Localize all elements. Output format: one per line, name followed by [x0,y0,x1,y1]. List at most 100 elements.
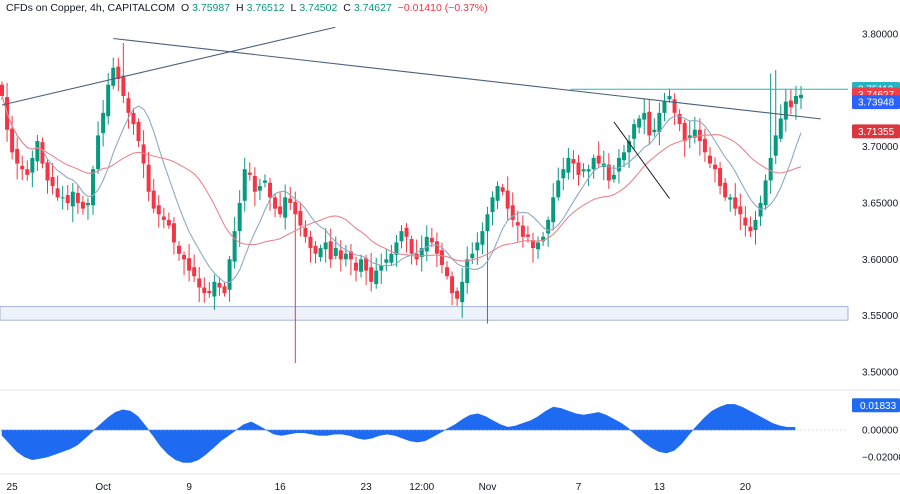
candle-body [434,241,439,254]
candle-body [576,162,581,175]
y-tick-label: 3.55000 [862,311,899,322]
candle-body [439,250,444,265]
candle-body [15,148,20,164]
candle-body [667,95,672,100]
candle-body [242,169,247,201]
candle-body [30,157,35,173]
candle-body [232,231,237,262]
candle-body [278,206,283,215]
candle-body [303,227,308,237]
candle-body [338,250,343,260]
candle-body [480,231,485,245]
candle-body [622,152,627,161]
candle-body [495,186,500,201]
candle-body [571,159,576,164]
candle-body [343,253,348,260]
high-label: H [236,2,244,14]
candle-body [202,287,207,294]
oscillator-area [1,404,796,463]
price-tag [852,124,900,139]
symbol-title: CFDs on Copper, 4h, CAPITALCOM [6,2,176,14]
candle-body [126,98,131,113]
candle-body [146,164,151,192]
candle-body [121,75,126,96]
close-value: 3.74627 [353,2,392,14]
candle-body [40,142,45,164]
candle-body [10,128,15,153]
candle-body [101,112,106,134]
candle-body [475,242,480,251]
candle-body [333,248,338,256]
y-tick-label: 3.60000 [862,255,899,266]
y-tick-label: 3.65000 [862,199,899,210]
y-tick-label: 3.80000 [862,30,899,41]
down-swing-line [613,121,670,199]
candle-body [55,188,60,198]
candle-body [541,236,546,242]
candle-body [20,165,25,170]
candle-body [581,169,586,172]
candle-body [262,180,267,183]
candle-body [65,195,70,203]
candle-body [424,236,429,252]
oscillator-y-tick: −0.02000 [862,453,900,464]
x-tick-label: 25 [7,482,19,493]
ma-fast-line [1,95,802,284]
candle-body [733,197,738,209]
candle-body [283,197,288,218]
candle-body [520,225,525,237]
candle-body [207,290,212,294]
candle-body [0,84,4,96]
candle-body [647,111,652,136]
candle-body [106,84,111,117]
candle-body [702,138,707,153]
candle-body [505,190,510,209]
candle-body [197,278,202,288]
candle-body [773,135,778,156]
candle-body [131,112,136,125]
candle-body [470,253,475,259]
candle-body [313,245,318,254]
candle-body [389,253,394,263]
support-zone [0,306,849,321]
rising-trendline [1,26,336,106]
candle-body [672,99,677,113]
candle-body [445,267,450,277]
candle-body [35,141,40,162]
x-tick-label: 7 [576,482,582,493]
low-value: 3.74502 [299,2,338,14]
candle-body [45,162,50,181]
candle-body [799,94,803,99]
candle-body [586,169,591,172]
candle-body [561,169,566,179]
candle-body [753,219,758,231]
candle-body [217,282,222,288]
candle-body [171,223,176,243]
candle-body [111,67,116,86]
y-tick-label: 3.50000 [862,368,899,379]
price-tag [852,95,900,110]
candle-body [738,206,743,215]
candle-body [596,155,601,164]
candle-body [465,259,470,283]
close-label: C [343,2,351,14]
candle-body [611,174,616,180]
candle-body [692,129,697,138]
candle-body [151,190,156,209]
x-tick-label: Oct [95,482,111,493]
candle-body [161,216,166,220]
candle-body [359,259,364,272]
candle-body [91,169,96,206]
candle-body [515,222,520,226]
candle-body [252,175,257,192]
candle-body [637,118,642,128]
candle-body [379,264,384,271]
candle-body [409,239,414,254]
candle-body [70,191,75,207]
candle-body [632,124,637,139]
candle-body [268,182,273,198]
candle-body [490,197,495,213]
candle-body [141,144,146,164]
candle-body [227,259,232,290]
